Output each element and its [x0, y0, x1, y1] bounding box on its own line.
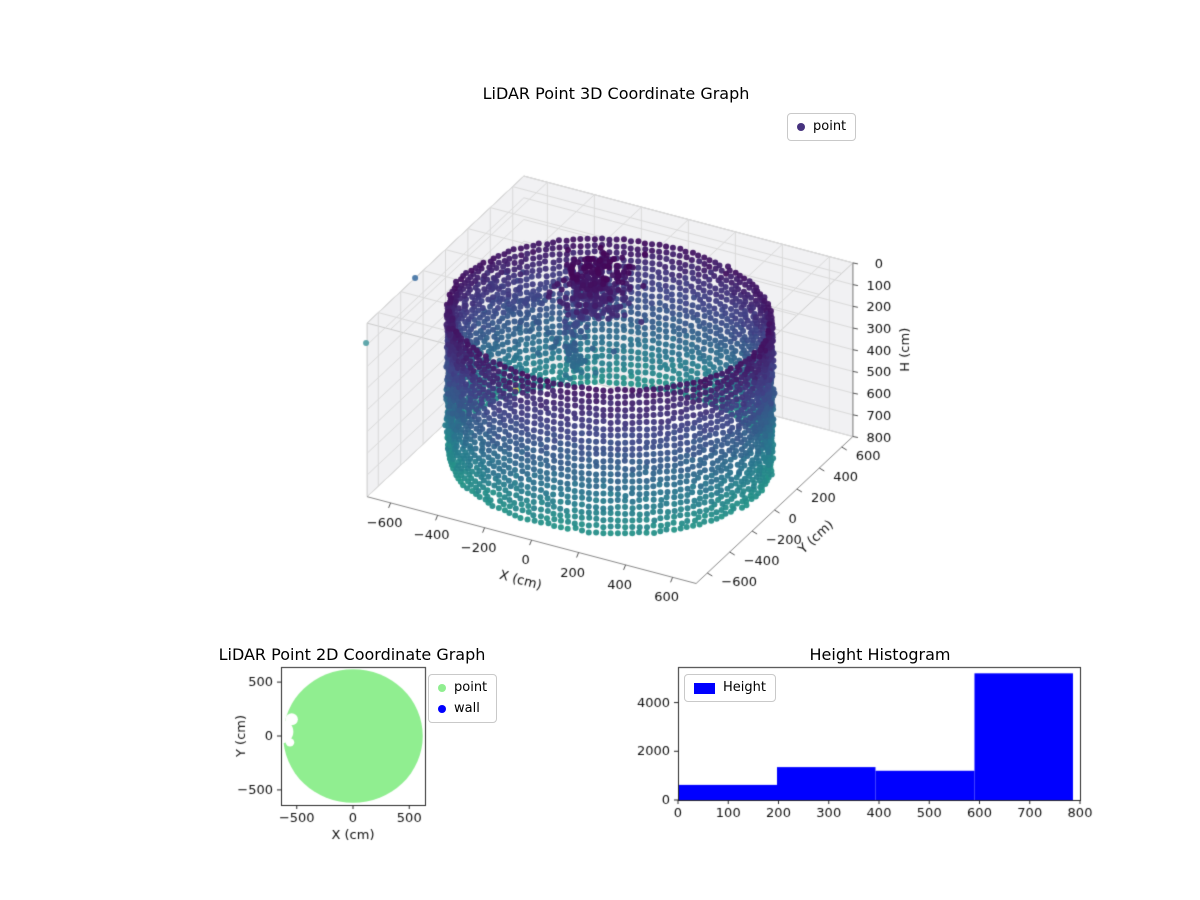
histogram-legend: Height — [684, 674, 776, 702]
histogram-title: Height Histogram — [809, 645, 951, 664]
height-patch-icon — [694, 682, 715, 694]
point-marker-icon — [797, 123, 805, 131]
legend-label-wall-2d: wall — [454, 701, 480, 716]
wall-marker-icon — [438, 705, 446, 713]
plot2d-legend: point wall — [428, 674, 498, 723]
plot3d-title: LiDAR Point 3D Coordinate Graph — [482, 84, 750, 103]
legend-label-point-3d: point — [813, 119, 847, 134]
plot2d-title: LiDAR Point 2D Coordinate Graph — [218, 645, 486, 664]
legend-row-height: Height — [694, 679, 766, 697]
legend-label-height: Height — [723, 680, 766, 695]
plot3d-legend: point — [787, 113, 857, 141]
legend-row-point-3d: point — [797, 118, 846, 136]
legend-label-point-2d: point — [454, 680, 488, 695]
legend-row-wall-2d: wall — [438, 700, 487, 718]
point-marker-icon — [438, 684, 446, 692]
legend-row-point-2d: point — [438, 679, 487, 697]
